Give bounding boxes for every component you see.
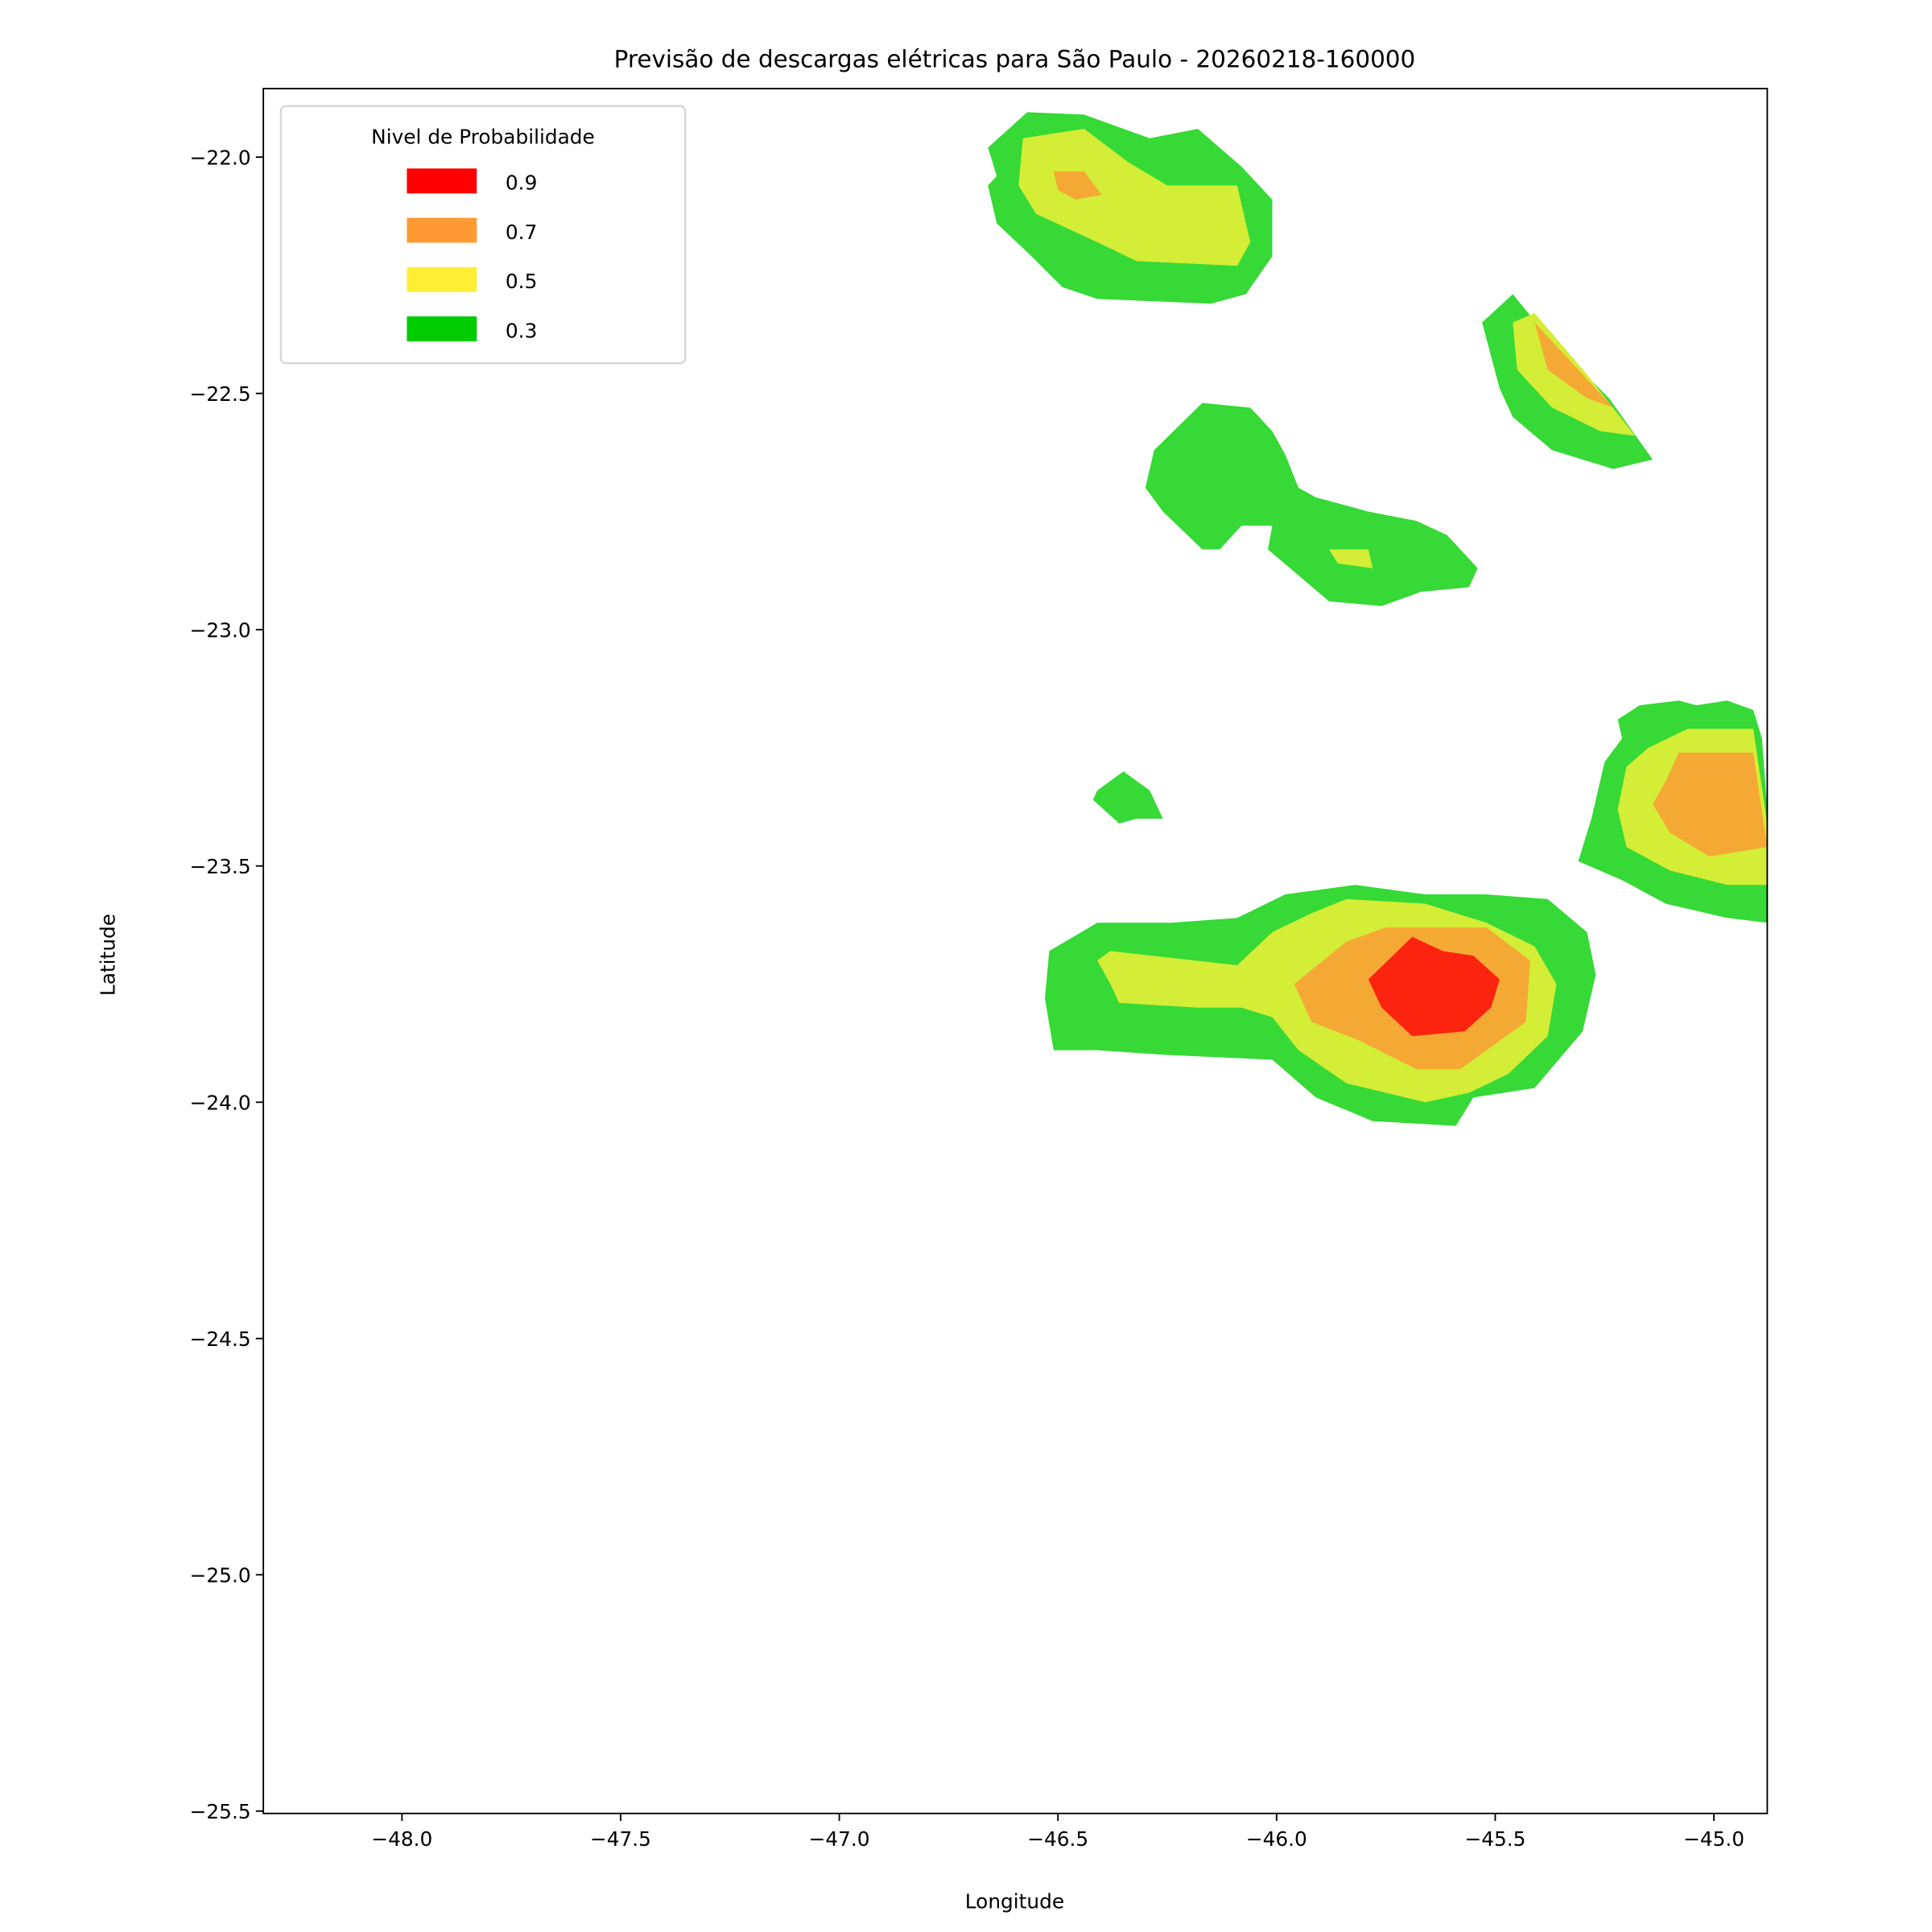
x-tick-label: −48.0 <box>371 1827 432 1851</box>
x-tick-label: −45.5 <box>1464 1827 1525 1851</box>
contour-region-03 <box>1145 402 1478 606</box>
x-tick-label: −47.0 <box>809 1827 870 1851</box>
contour-region-07 <box>1053 171 1102 200</box>
y-tick-label: −22.5 <box>190 382 251 406</box>
legend-swatch-03 <box>407 316 477 342</box>
y-tick-label: −25.5 <box>190 1800 251 1823</box>
x-tick-label: −46.5 <box>1027 1827 1088 1851</box>
contour-region-05 <box>1018 129 1251 266</box>
y-tick-label: −23.0 <box>190 619 251 642</box>
y-tick-label: −24.0 <box>190 1092 251 1115</box>
y-axis-label: Latitude <box>97 914 120 996</box>
legend-swatch-05 <box>407 266 477 292</box>
chart-title: Previsão de descargas elétricas para São… <box>614 46 1416 73</box>
x-tick-label: −45.0 <box>1683 1827 1744 1851</box>
contour-regions <box>988 112 1768 1126</box>
legend-title: Nivel de Probabilidade <box>371 125 595 148</box>
plot-frame <box>262 88 1769 1814</box>
legend-label: 0.7 <box>506 221 537 244</box>
legend-label: 0.3 <box>506 319 537 342</box>
legend-swatch-07 <box>407 217 477 243</box>
x-tick-label: −47.5 <box>590 1827 651 1851</box>
y-tick-label: −25.0 <box>190 1564 251 1587</box>
contour-region-07 <box>1534 322 1614 408</box>
legend: Nivel de Probabilidade 0.9 0.7 0.5 0.3 <box>279 105 687 365</box>
y-tick-label: −24.5 <box>190 1327 251 1351</box>
y-tick-label: −23.5 <box>190 855 251 878</box>
contour-region-09 <box>1368 936 1500 1037</box>
y-tick-label: −22.0 <box>190 146 251 169</box>
x-axis-label: Longitude <box>965 1890 1064 1913</box>
x-tick-label: −46.0 <box>1246 1827 1307 1851</box>
legend-label: 0.9 <box>506 171 537 195</box>
legend-swatch-09 <box>407 168 477 194</box>
legend-label: 0.5 <box>506 270 537 293</box>
y-axis-ticks: −22.0 −22.5 −23.0 −23.5 −24.0 −24.5 −25.0 −25.5 <box>190 146 264 1823</box>
contour-region-07 <box>1653 752 1768 857</box>
x-axis-ticks: −48.0 −47.5 −47.0 −46.5 −46.0 −45.5 −45.0 <box>371 1813 1744 1851</box>
contour-region-03 <box>1092 771 1163 824</box>
legend-box <box>279 105 687 365</box>
contour-region-05 <box>1329 549 1373 568</box>
